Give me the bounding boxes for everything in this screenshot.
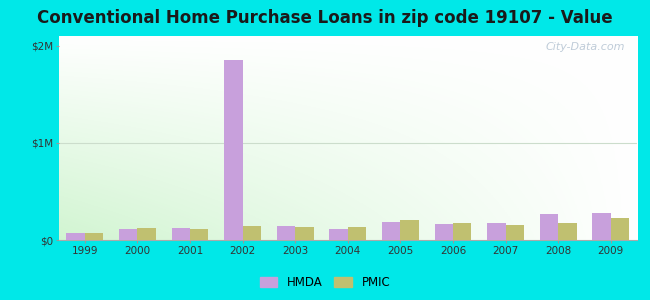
Bar bbox=[277, 226, 295, 240]
Bar bbox=[611, 218, 629, 240]
Bar bbox=[453, 223, 471, 240]
Bar bbox=[330, 229, 348, 240]
Bar bbox=[190, 229, 209, 240]
Bar bbox=[506, 225, 524, 240]
Bar bbox=[348, 227, 366, 240]
Bar bbox=[558, 223, 577, 240]
Bar bbox=[592, 213, 611, 240]
Bar bbox=[242, 226, 261, 240]
Text: City-Data.com: City-Data.com bbox=[546, 42, 625, 52]
Bar bbox=[487, 224, 506, 240]
Bar bbox=[172, 228, 190, 240]
Bar bbox=[540, 214, 558, 240]
Bar bbox=[400, 220, 419, 240]
Text: Conventional Home Purchase Loans in zip code 19107 - Value: Conventional Home Purchase Loans in zip … bbox=[37, 9, 613, 27]
Bar bbox=[66, 233, 84, 240]
Bar bbox=[382, 221, 400, 240]
Legend: HMDA, PMIC: HMDA, PMIC bbox=[255, 272, 395, 294]
Bar bbox=[224, 60, 242, 240]
Bar bbox=[435, 224, 453, 240]
Bar bbox=[137, 228, 156, 240]
Bar bbox=[84, 233, 103, 240]
Bar bbox=[119, 229, 137, 240]
Bar bbox=[295, 227, 313, 240]
